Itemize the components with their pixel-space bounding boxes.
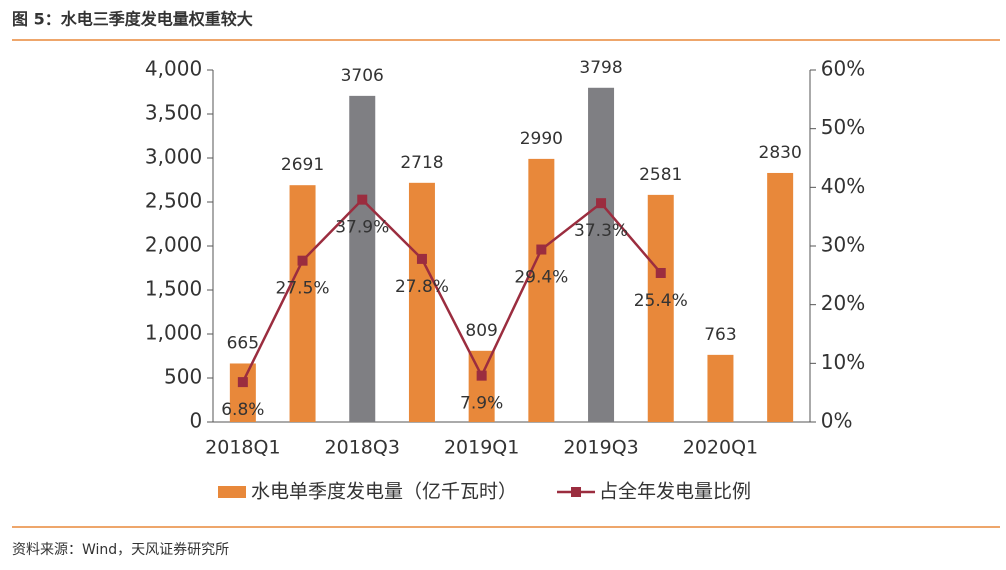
bar — [468, 350, 495, 422]
bar — [647, 194, 674, 422]
line-marker — [297, 255, 308, 266]
line-marker — [237, 377, 248, 388]
x-tick-label: 2018Q1 — [205, 437, 280, 459]
line-value-label: 27.5% — [276, 279, 330, 299]
y-tick-label: 3,500 — [145, 101, 202, 125]
x-tick-label: 2018Q3 — [325, 437, 400, 459]
y-tick-label: 2,500 — [145, 189, 202, 213]
y-tick-label: 0 — [189, 409, 202, 433]
y2-tick-label: 60% — [821, 57, 865, 81]
y-tick-label: 1,500 — [145, 277, 202, 301]
bar — [528, 158, 555, 422]
line-value-label: 37.9% — [335, 218, 389, 238]
y2-tick-label: 0% — [821, 409, 853, 433]
bar-value-label: 3798 — [579, 58, 622, 78]
bar — [408, 182, 435, 422]
legend-swatch — [571, 487, 582, 497]
line-marker — [536, 244, 547, 255]
bar-value-label: 763 — [704, 325, 736, 345]
line-value-label: 25.4% — [634, 291, 688, 311]
bar — [289, 185, 316, 422]
x-tick-label: 2020Q1 — [683, 437, 758, 459]
legend-label: 占全年发电量比例 — [599, 481, 751, 503]
line-marker — [655, 267, 666, 278]
line-value-label: 27.8% — [395, 277, 449, 297]
legend-label: 水电单季度发电量（亿千瓦时） — [251, 481, 517, 503]
bar — [229, 363, 256, 422]
x-tick-label: 2019Q3 — [563, 437, 638, 459]
y-tick-label: 4,000 — [145, 57, 202, 81]
y-tick-label: 3,000 — [145, 145, 202, 169]
line-marker — [476, 370, 487, 381]
bar — [707, 354, 734, 422]
y2-tick-label: 50% — [821, 115, 865, 139]
bar-value-label: 2691 — [281, 155, 324, 175]
bar-value-label: 3706 — [341, 66, 384, 86]
y2-tick-label: 40% — [821, 174, 865, 198]
line-value-label: 6.8% — [221, 400, 264, 420]
chart-title: 图 5：水电三季度发电量权重较大 — [12, 10, 253, 29]
source-note: 资料来源：Wind，天风证券研究所 — [12, 542, 229, 558]
line-marker — [596, 198, 607, 209]
line — [241, 197, 662, 383]
line-value-label: 37.3% — [574, 221, 628, 241]
bar — [349, 95, 376, 422]
legend-swatch — [218, 486, 246, 498]
line-value-label: 29.4% — [514, 268, 568, 288]
bar-value-label: 2718 — [400, 153, 443, 173]
line-marker — [416, 253, 427, 264]
bar-value-label: 2990 — [520, 129, 563, 149]
bar-value-label: 809 — [465, 321, 497, 341]
bar — [767, 172, 794, 422]
y2-tick-label: 20% — [821, 291, 865, 315]
bar-value-label: 2830 — [759, 143, 802, 163]
y2-tick-label: 10% — [821, 350, 865, 374]
line-marker — [357, 194, 368, 205]
y-tick-label: 1,000 — [145, 321, 202, 345]
y-tick-label: 2,000 — [145, 233, 202, 257]
y2-tick-label: 30% — [821, 233, 865, 257]
bar — [588, 87, 615, 422]
bar-value-label: 665 — [227, 333, 259, 353]
y-tick-label: 500 — [164, 365, 202, 389]
line-value-label: 7.9% — [460, 394, 503, 414]
bar-value-label: 2581 — [639, 165, 682, 185]
x-tick-label: 2019Q1 — [444, 437, 519, 459]
